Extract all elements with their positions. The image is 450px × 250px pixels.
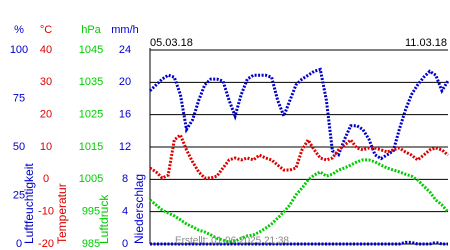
y-tick-label: 1045 (79, 44, 103, 56)
series-line (149, 132, 449, 180)
y-tick-label: 20 (40, 109, 52, 121)
y-tick-label: 16 (119, 109, 131, 121)
y-tick-label: -20 (38, 238, 54, 250)
y-tick-label: 20 (119, 76, 131, 88)
y-tick-label: 1035 (79, 76, 103, 88)
y-tick-label: 30 (40, 76, 52, 88)
y-tick-label: 10 (40, 141, 52, 153)
y-tick-label: 75 (13, 92, 25, 104)
end-date: 11.03.18 (405, 37, 447, 49)
y-tick-label: 1005 (79, 173, 103, 185)
y-tick-label: 1025 (79, 109, 103, 121)
y-tick-label: -10 (38, 206, 54, 218)
axis-unit: % (14, 24, 24, 36)
y-tick-label: 0 (122, 238, 128, 250)
axis-unit: mm/h (111, 24, 139, 36)
axis-title: Luftfeuchtigkeit (22, 163, 36, 244)
y-tick-label: 0 (16, 238, 22, 250)
y-tick-label: 8 (122, 173, 128, 185)
y-tick-label: 24 (119, 44, 131, 56)
axis-title: Temperatur (55, 183, 69, 244)
axis-title: Luftdruck (97, 194, 111, 244)
y-tick-label: 0 (43, 173, 49, 185)
axis-title: Niederschlag (132, 174, 146, 244)
y-tick-label: 25 (13, 189, 25, 201)
start-date: 05.03.18 (150, 37, 193, 49)
y-tick-label: 985 (82, 238, 100, 250)
axis-unit: °C (40, 24, 52, 36)
y-tick-label: 4 (122, 206, 128, 218)
axis-unit: hPa (81, 24, 101, 36)
y-tick-label: 40 (40, 44, 52, 56)
series-line (148, 67, 450, 161)
footer: Erstellt: 01.06.2025 21:38 (175, 236, 289, 247)
y-tick-label: 1015 (79, 141, 103, 153)
y-tick-label: 50 (13, 141, 25, 153)
series-line (149, 158, 450, 244)
y-tick-label: 100 (10, 44, 28, 56)
series-line (150, 240, 448, 246)
y-tick-label: 995 (82, 206, 100, 218)
y-tick-label: 12 (119, 141, 131, 153)
